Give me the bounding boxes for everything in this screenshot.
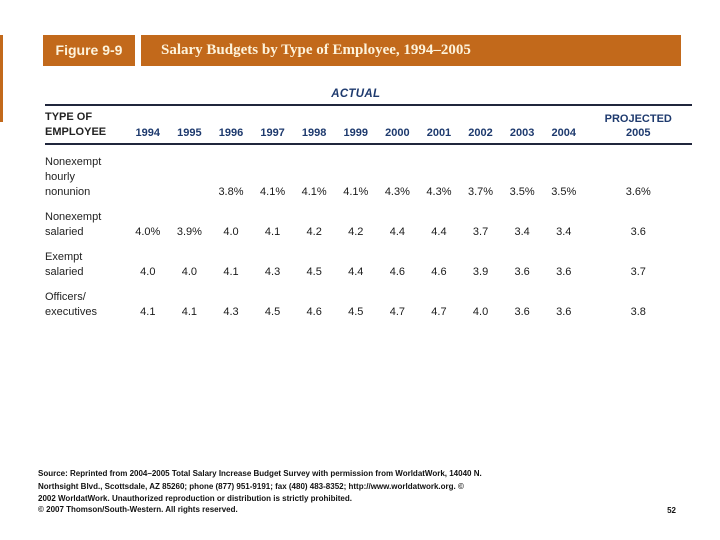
year-header: 1994: [135, 127, 161, 139]
value-cell: 4.3%: [426, 186, 452, 198]
value-cell: 4.4: [431, 226, 447, 238]
value-cell: 4.1: [264, 226, 281, 238]
year-header: 2000: [385, 127, 410, 139]
value-cell: 3.9: [472, 266, 489, 278]
figure-label: Figure 9-9: [43, 35, 135, 66]
value-cell: 4.0: [472, 306, 489, 318]
value-cell: 3.7%: [468, 186, 494, 198]
projected-header: PROJECTED 2005: [604, 113, 672, 139]
value-cell: 4.5: [306, 266, 322, 278]
value-cell: 3.6: [556, 306, 572, 318]
value-cell: 4.1%: [301, 186, 327, 198]
value-cell: 4.4: [348, 266, 364, 278]
value-cell: 4.3: [223, 306, 239, 318]
value-cell: 3.7: [472, 226, 489, 238]
row-label: Exempt salaried: [45, 251, 84, 278]
value-cell: 4.6: [389, 266, 405, 278]
year-header: 1997: [260, 127, 285, 139]
value-cell: 4.6: [306, 306, 322, 318]
value-cell: 4.4: [389, 226, 405, 238]
slide-title: Salary Budgets by Type of Employee, 1994…: [141, 35, 681, 66]
year-header: 2003: [509, 127, 535, 139]
value-cell: 3.6: [514, 306, 530, 318]
projected-value-cell: 3.7: [630, 266, 646, 278]
table-row-exempt-salaried: Exempt salaried 4.0 4.0 4.1 4.3 4.5 4.4 …: [45, 250, 692, 280]
salary-budget-table: ACTUAL TYPE OF EMPLOYEE 1994 1995 1996 1…: [45, 88, 692, 320]
source-line: Source: Reprinted from 2004–2005 Total S…: [38, 469, 482, 478]
row-label: Nonexempt hourly nonunion: [45, 156, 102, 198]
page-number: 52: [667, 506, 676, 515]
type-of-employee-header: TYPE OF EMPLOYEE: [45, 111, 107, 138]
value-cell: 4.5: [348, 306, 364, 318]
year-header: 1999: [343, 127, 368, 139]
projected-value-cell: 3.6%: [625, 186, 651, 198]
row-label: Nonexempt salaried: [45, 211, 102, 238]
value-cell: 4.1: [140, 306, 156, 318]
value-cell: 4.7: [389, 306, 405, 318]
table-top-rule: [45, 104, 692, 106]
value-cell: 4.6: [431, 266, 447, 278]
source-line: 2002 WorldatWork. Unauthorized reproduct…: [38, 494, 352, 503]
value-cell: 4.3: [264, 266, 281, 278]
value-cell: 3.9%: [176, 226, 202, 238]
value-cell: 4.0: [223, 226, 239, 238]
year-header: 1996: [218, 127, 244, 139]
value-cell: 4.0: [140, 266, 156, 278]
value-cell: 4.2: [348, 226, 364, 238]
source-note: Source: Reprinted from 2004–2005 Total S…: [38, 468, 482, 506]
left-accent-line: [0, 35, 3, 122]
table-row-nonexempt-hourly-nonunion: Nonexempt hourly nonunion 3.8% 4.1% 4.1%…: [45, 155, 692, 200]
table-row-nonexempt-salaried: Nonexempt salaried 4.0% 3.9% 4.0 4.1 4.2…: [45, 210, 692, 240]
value-cell: 3.5%: [551, 186, 577, 198]
value-cell: 3.6: [514, 266, 530, 278]
value-cell: 4.0: [181, 266, 198, 278]
value-cell: 4.0%: [135, 226, 161, 238]
value-cell: 3.5%: [509, 186, 535, 198]
table-row-officers-executives: Officers/ executives 4.1 4.1 4.3 4.5 4.6…: [45, 290, 692, 320]
value-cell: 3.4: [514, 226, 530, 238]
projected-value-cell: 3.8: [630, 306, 646, 318]
source-line: Northsight Blvd., Scottsdale, AZ 85260; …: [38, 481, 464, 491]
value-cell: 4.3%: [384, 186, 410, 198]
table-header-row: TYPE OF EMPLOYEE 1994 1995 1996 1997 199…: [45, 106, 692, 143]
year-header: 1995: [177, 127, 202, 139]
year-header: 2001: [426, 127, 452, 139]
projected-value-cell: 3.6: [630, 226, 646, 238]
row-label: Officers/ executives: [45, 291, 97, 318]
year-header: 2004: [551, 127, 576, 139]
value-cell: 3.4: [556, 226, 572, 238]
copyright-notice: © 2007 Thomson/South-Western. All rights…: [38, 505, 238, 514]
value-cell: 4.5: [264, 306, 281, 318]
value-cell: 3.6: [556, 266, 572, 278]
value-cell: 3.8%: [218, 186, 244, 198]
year-header: 1998: [301, 127, 327, 139]
value-cell: 4.1%: [343, 186, 369, 198]
table-header-rule: [45, 143, 692, 145]
value-cell: 4.1%: [260, 186, 286, 198]
actual-group-row: ACTUAL: [45, 88, 692, 100]
value-cell: 4.1: [223, 266, 239, 278]
year-header: 2002: [468, 127, 493, 139]
actual-group-header: ACTUAL: [331, 88, 381, 100]
value-cell: 4.2: [306, 226, 322, 238]
value-cell: 4.1: [181, 306, 198, 318]
value-cell: 4.7: [431, 306, 447, 318]
